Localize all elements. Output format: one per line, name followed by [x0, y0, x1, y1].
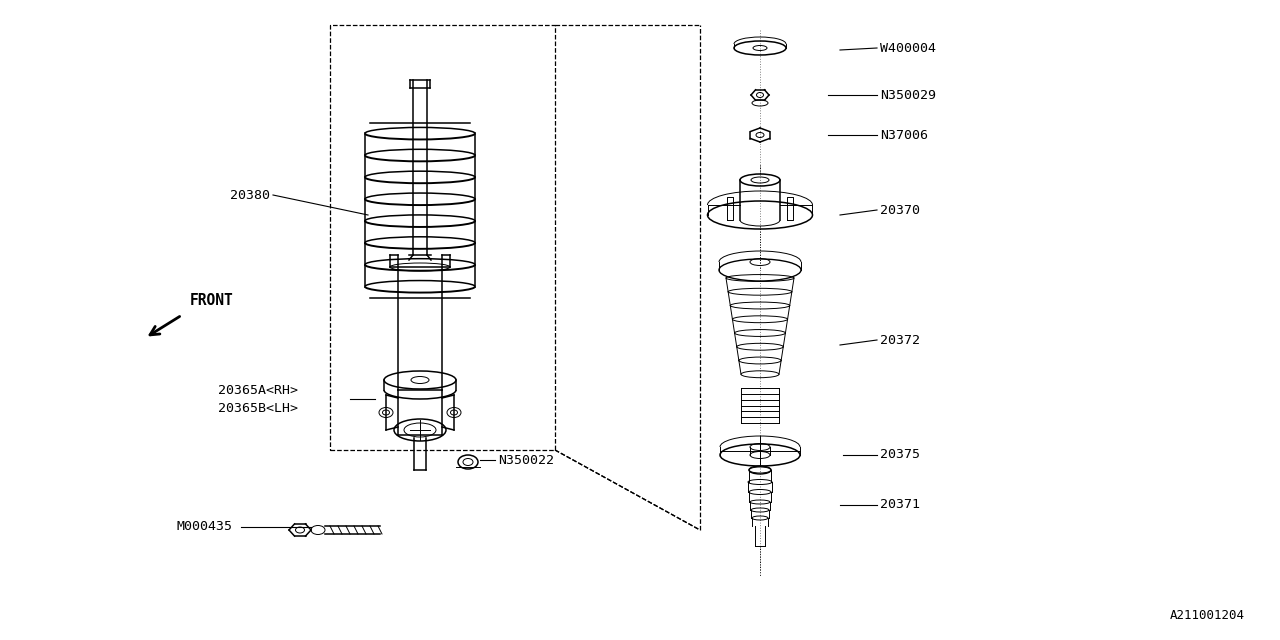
Text: 20365A<RH>: 20365A<RH> [218, 383, 298, 397]
Text: 20365B<LH>: 20365B<LH> [218, 401, 298, 415]
Text: W400004: W400004 [881, 42, 936, 54]
Text: FRONT: FRONT [189, 293, 234, 308]
Text: M000435: M000435 [177, 520, 232, 534]
Text: 20371: 20371 [881, 499, 920, 511]
Text: 20370: 20370 [881, 204, 920, 216]
Text: N350029: N350029 [881, 88, 936, 102]
Text: 20375: 20375 [881, 449, 920, 461]
Text: A211001204: A211001204 [1170, 609, 1245, 622]
Bar [330, 25, 556, 450]
Text: 20380: 20380 [230, 189, 270, 202]
Text: N37006: N37006 [881, 129, 928, 141]
Text: N350022: N350022 [498, 454, 554, 467]
Text: 20372: 20372 [881, 333, 920, 346]
